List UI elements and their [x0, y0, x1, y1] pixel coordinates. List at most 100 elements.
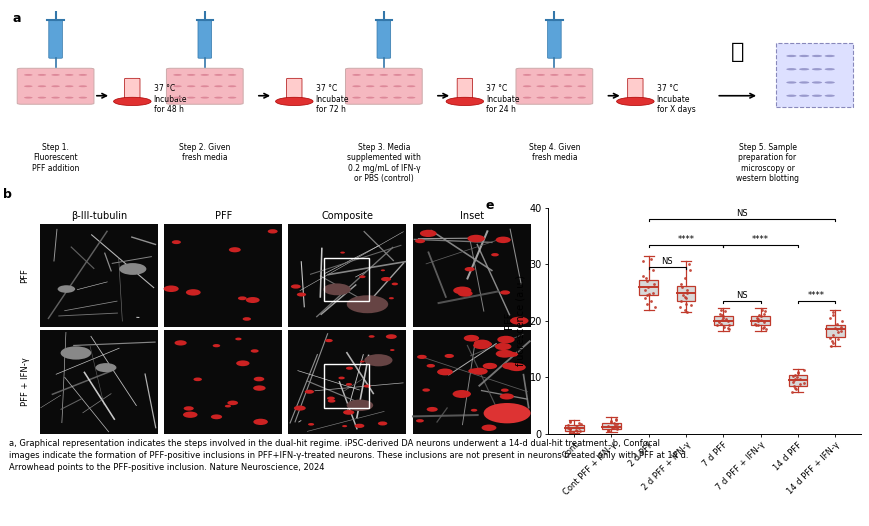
Point [600, 426, 614, 434]
Point [713, 319, 727, 328]
Bar [713, 316, 732, 326]
Circle shape [57, 285, 75, 293]
Circle shape [483, 403, 530, 423]
Point [713, 311, 727, 319]
Point [756, 309, 770, 318]
Point [823, 342, 837, 350]
Point [785, 371, 799, 380]
Circle shape [522, 85, 531, 87]
Circle shape [426, 364, 434, 368]
FancyBboxPatch shape [17, 68, 94, 104]
Point [714, 316, 728, 324]
Circle shape [563, 85, 572, 87]
Point [601, 427, 615, 436]
Point [680, 260, 694, 268]
Circle shape [229, 247, 241, 252]
FancyBboxPatch shape [456, 78, 472, 102]
Point [715, 314, 729, 322]
Point [753, 312, 767, 320]
Circle shape [224, 405, 231, 408]
Point [674, 283, 688, 291]
Circle shape [163, 286, 178, 292]
Circle shape [359, 275, 365, 278]
Circle shape [577, 85, 585, 87]
Circle shape [824, 55, 834, 57]
Point [830, 335, 844, 343]
Text: ****: **** [677, 235, 693, 244]
Circle shape [421, 388, 429, 392]
Text: 37 °C
Incubate
for X days: 37 °C Incubate for X days [656, 84, 694, 114]
Circle shape [360, 360, 364, 362]
Point [821, 314, 835, 322]
Circle shape [549, 74, 558, 76]
Circle shape [368, 335, 375, 338]
Point [679, 308, 693, 317]
Text: ****: **** [807, 291, 824, 300]
Point [720, 323, 734, 332]
Circle shape [381, 269, 385, 271]
Point [639, 291, 653, 300]
Circle shape [212, 344, 220, 347]
Point [791, 369, 805, 377]
Point [825, 337, 839, 345]
Circle shape [536, 85, 544, 87]
Circle shape [173, 85, 182, 87]
Point [573, 420, 587, 429]
Circle shape [114, 97, 151, 106]
Point [562, 417, 576, 425]
Point [607, 421, 621, 430]
Circle shape [393, 97, 401, 98]
Circle shape [187, 97, 196, 98]
Circle shape [446, 97, 483, 106]
Point [759, 325, 773, 333]
Point [600, 422, 614, 430]
Point [635, 271, 649, 280]
Point [643, 297, 657, 305]
Circle shape [798, 82, 808, 84]
FancyBboxPatch shape [198, 19, 211, 58]
Point [829, 319, 843, 328]
Circle shape [388, 297, 394, 299]
Point [822, 333, 836, 342]
Point [796, 366, 810, 375]
Y-axis label: PFF
fluorescence (a.u.): PFF fluorescence (a.u.) [503, 275, 525, 367]
Point [679, 286, 693, 294]
Circle shape [308, 423, 314, 426]
Circle shape [811, 95, 821, 97]
Point [713, 305, 726, 313]
Point [826, 311, 839, 319]
Point [717, 322, 731, 331]
Bar [40, 330, 158, 434]
Point [719, 315, 733, 323]
Circle shape [214, 97, 222, 98]
Point [603, 417, 617, 425]
Point [641, 289, 655, 298]
Bar [825, 326, 844, 337]
Text: Step 1.
Fluorescent
PFF addition: Step 1. Fluorescent PFF addition [32, 143, 79, 173]
Point [789, 373, 803, 382]
Circle shape [200, 74, 209, 76]
Point [571, 419, 585, 428]
Point [786, 376, 799, 385]
Point [715, 312, 729, 320]
Circle shape [415, 239, 425, 243]
Point [721, 321, 735, 330]
Point [609, 424, 623, 433]
Circle shape [786, 68, 796, 70]
Point [678, 293, 692, 301]
Circle shape [275, 97, 313, 106]
Circle shape [294, 406, 305, 411]
FancyBboxPatch shape [345, 68, 421, 104]
Point [568, 423, 582, 431]
Circle shape [187, 74, 196, 76]
Circle shape [536, 74, 544, 76]
Circle shape [824, 82, 834, 84]
Circle shape [186, 289, 201, 296]
Point [646, 266, 660, 274]
Circle shape [811, 55, 821, 57]
Circle shape [473, 342, 489, 349]
Point [675, 291, 689, 300]
Point [609, 424, 623, 432]
Bar [751, 316, 769, 326]
Point [829, 325, 843, 333]
